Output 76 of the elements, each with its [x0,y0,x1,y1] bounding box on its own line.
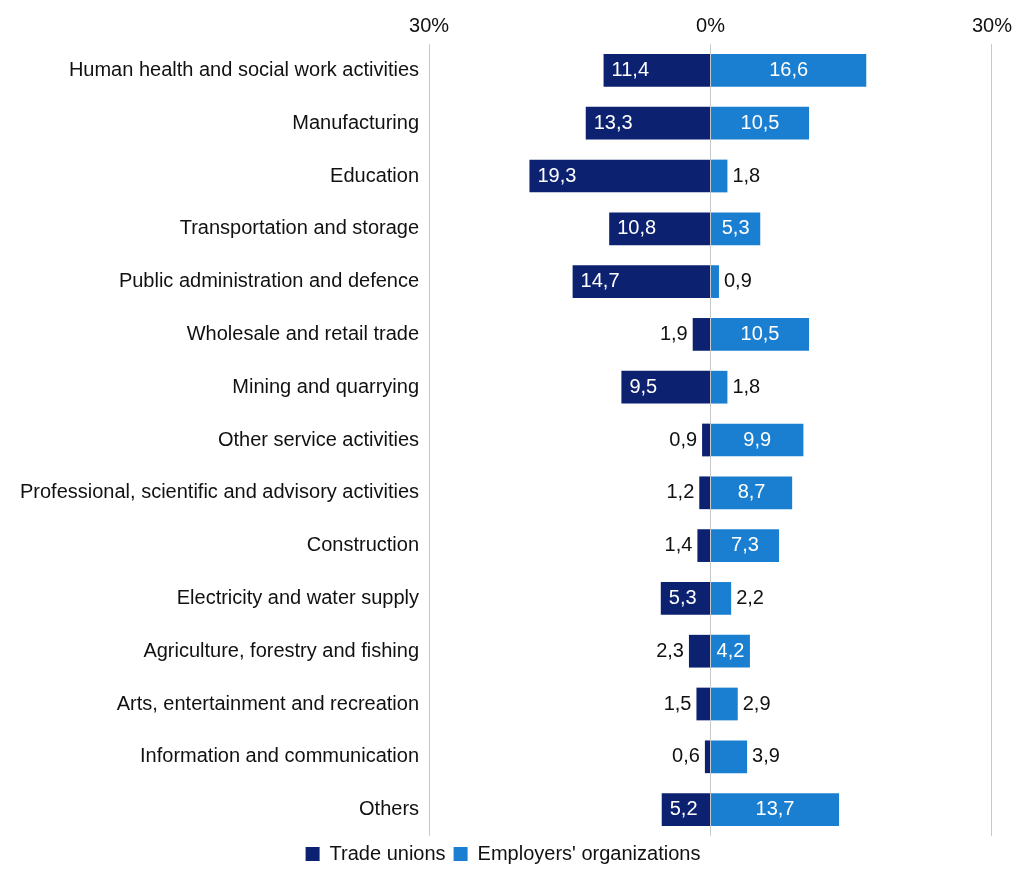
y-tick-label: Electricity and water supply [176,585,420,608]
y-tick-label: Arts, entertainment and recreation [116,691,420,714]
annotation: 11,4 [611,57,650,80]
bar [529,159,711,193]
bar [711,370,728,404]
data-label: 7,3 [731,533,759,556]
annotation: 1,9 [659,321,688,344]
bar [711,265,719,298]
data-label: 16,6 [769,57,809,80]
y-tick-label: Public administration and defence [118,269,420,292]
bar [699,476,711,510]
bar [609,212,711,246]
bar [692,318,711,351]
bar [704,740,711,774]
annotation: 19,3 [537,163,577,186]
bar [711,793,840,826]
x-tick-label: 30% [409,13,450,36]
bar [621,370,711,404]
data-label: 1,8 [732,163,761,186]
bar [711,54,867,87]
bar [711,159,728,193]
data-label: 13,7 [755,797,795,820]
bar [711,687,738,721]
y-tick-label: Agriculture, forestry and fishing [143,638,420,661]
y-tick-label: Construction [306,533,420,556]
y-tick-label: Manufacturing [292,110,420,133]
y-tick-label: Others [359,797,420,820]
annotation: 5,3 [668,585,697,608]
data-label: 10,5 [740,110,780,133]
annotation: 14,7 [580,269,620,292]
bar [696,687,711,721]
bar [572,265,711,298]
bar [697,529,711,562]
bar [711,423,804,457]
data-label: 10,5 [740,321,780,344]
data-label: 8,7 [737,480,766,503]
legend-label: Trade unions [329,841,446,864]
y-tick-label: Professional, scientific and advisory activities [20,480,420,503]
x-tick-label: 30% [971,13,1013,36]
y-tick-label: Wholesale and retail trade [186,321,420,344]
annotation: 0,6 [672,744,700,767]
data-label: 2,9 [742,691,771,714]
y-tick-label: Information and communication [140,744,420,767]
bar [711,106,810,140]
data-label: 0,9 [723,269,752,292]
data-label: 5,3 [721,216,750,239]
annotation: 5,2 [669,797,698,820]
annotation: 2,3 [656,638,684,661]
bar [711,529,780,562]
y-tick-label: Transportation and storage [179,216,420,239]
y-tick-label: Education [330,163,420,186]
bar [711,318,810,351]
bar [711,476,793,510]
data-label: 1,8 [732,374,761,397]
bar [688,634,711,668]
data-label: 2,2 [736,585,764,608]
annotation: 10,8 [617,216,657,239]
bar [702,423,711,457]
annotation: 0,9 [669,427,698,450]
bar [711,740,748,774]
data-label: 3,9 [752,744,780,767]
data-label: 9,9 [743,427,772,450]
x-tick-label: 0% [696,13,726,36]
annotation: 1,5 [663,691,692,714]
y-tick-label: Mining and quarrying [232,374,420,397]
annotation: 1,4 [664,533,693,556]
y-tick-label: Other service activities [217,427,420,450]
bar [585,106,711,140]
annotation: 9,5 [629,374,658,397]
y-tick-label: Human health and social work activities [68,57,420,80]
bar [711,582,732,615]
legend-label: Employers' organizations [477,841,701,864]
bar [603,54,711,87]
annotation: 13,3 [593,110,633,133]
data-label: 4,2 [716,638,745,661]
annotation: 1,2 [666,480,695,503]
